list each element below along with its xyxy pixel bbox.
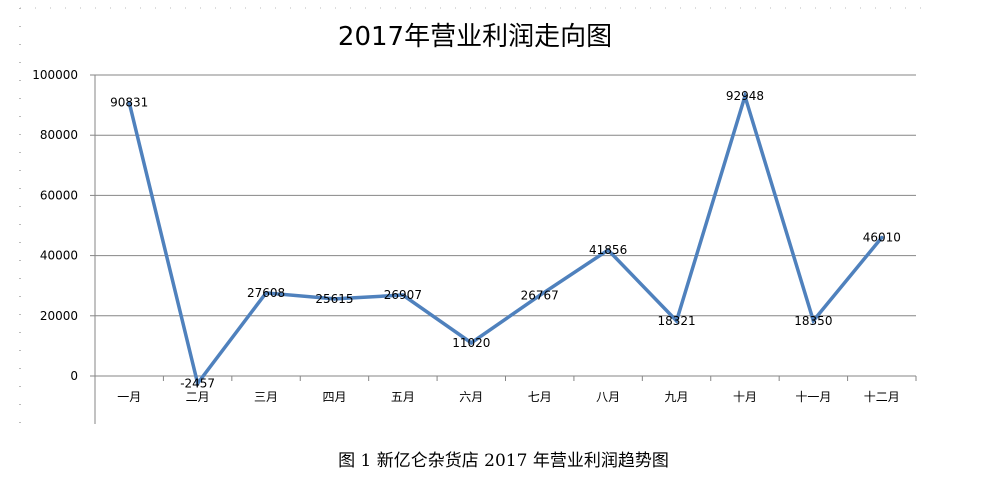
y-tick-label: 60000: [40, 188, 78, 202]
chart-title: 2017年营业利润走向图: [338, 22, 612, 52]
data-label: 90831: [110, 96, 148, 110]
chart-area: 2017年营业利润走向图 0 20000 40000 60000 80000 100000…: [19, 7, 925, 425]
x-tick-label: 十月: [733, 390, 757, 404]
x-tick-label: 三月: [254, 390, 278, 404]
data-label: 11020: [452, 336, 490, 350]
x-tick-label: 九月: [665, 390, 689, 404]
figure-caption: 图 1 新亿仑杂货店 2017 年营业利润趋势图: [338, 451, 669, 471]
y-tick-label: 0: [70, 369, 78, 383]
data-point: [264, 291, 268, 295]
x-tick-label: 二月: [186, 390, 210, 404]
data-label: 46010: [863, 231, 901, 245]
data-point: [332, 297, 337, 301]
data-point: [127, 100, 132, 105]
y-tick-label: 20000: [40, 309, 78, 323]
data-label: 26767: [521, 288, 559, 302]
data-point: [879, 235, 884, 240]
data-point: [195, 381, 200, 386]
x-tick-label: 十一月: [795, 390, 831, 404]
data-label: 92948: [726, 89, 764, 103]
x-tick-label: 八月: [596, 390, 620, 404]
data-label: 27608: [247, 286, 285, 300]
data-point: [811, 318, 816, 323]
series-line: [127, 90, 884, 388]
y-tick-label: 40000: [40, 249, 78, 263]
x-tick-label: 四月: [322, 390, 346, 404]
x-tick-label: 六月: [459, 390, 483, 404]
data-point: [743, 94, 747, 99]
data-label: 18321: [657, 314, 695, 328]
data-point: [606, 248, 610, 252]
data-point: [401, 293, 405, 297]
y-tick-label: 80000: [40, 128, 78, 142]
y-tick-label: 100000: [32, 68, 78, 82]
line-chart: 2017年营业利润走向图 0 20000 40000 60000 80000 100000…: [19, 7, 925, 425]
data-point: [469, 341, 474, 345]
x-tick-label: 五月: [391, 390, 415, 404]
data-label: -2457: [180, 376, 215, 390]
x-tick-label: 一月: [117, 390, 141, 404]
data-label: 25615: [315, 292, 353, 306]
x-tick-label: 十二月: [864, 390, 900, 404]
x-tick-label: 七月: [528, 390, 552, 404]
data-point: [674, 319, 679, 323]
data-label: 41856: [589, 243, 627, 257]
data-label: 18350: [794, 314, 832, 328]
data-point: [537, 293, 542, 298]
data-label: 26907: [384, 288, 422, 302]
